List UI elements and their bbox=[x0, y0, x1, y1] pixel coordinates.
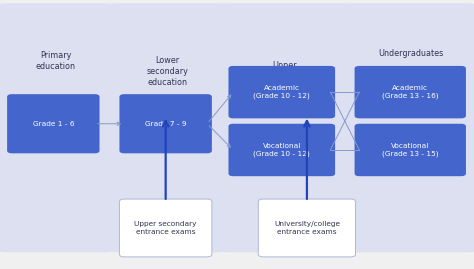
FancyBboxPatch shape bbox=[7, 94, 100, 153]
FancyBboxPatch shape bbox=[343, 3, 474, 252]
Text: Lower
secondary
education: Lower secondary education bbox=[146, 56, 188, 87]
FancyBboxPatch shape bbox=[355, 66, 466, 118]
Text: Academic
(Grade 13 - 16): Academic (Grade 13 - 16) bbox=[382, 85, 438, 99]
FancyBboxPatch shape bbox=[119, 94, 212, 153]
FancyBboxPatch shape bbox=[218, 3, 351, 252]
Text: Academic
(Grade 10 - 12): Academic (Grade 10 - 12) bbox=[254, 85, 310, 99]
FancyBboxPatch shape bbox=[355, 124, 466, 176]
FancyBboxPatch shape bbox=[258, 199, 356, 257]
Text: Undergraduates: Undergraduates bbox=[378, 49, 443, 58]
Text: Vocational
(Grade 13 - 15): Vocational (Grade 13 - 15) bbox=[382, 143, 438, 157]
FancyBboxPatch shape bbox=[119, 199, 212, 257]
Text: Primary
education: Primary education bbox=[36, 51, 76, 71]
FancyBboxPatch shape bbox=[228, 124, 335, 176]
Text: Upper secondary
entrance exams: Upper secondary entrance exams bbox=[135, 221, 197, 235]
Text: University/college
entrance exams: University/college entrance exams bbox=[274, 221, 340, 235]
FancyBboxPatch shape bbox=[0, 3, 115, 252]
Text: Upper
secondary
education: Upper secondary education bbox=[264, 61, 306, 92]
FancyBboxPatch shape bbox=[108, 3, 227, 252]
Text: Vocational
(Grade 10 - 12): Vocational (Grade 10 - 12) bbox=[254, 143, 310, 157]
Text: Grade 1 - 6: Grade 1 - 6 bbox=[33, 121, 74, 127]
Text: Grade 7 - 9: Grade 7 - 9 bbox=[145, 121, 186, 127]
FancyBboxPatch shape bbox=[228, 66, 335, 118]
